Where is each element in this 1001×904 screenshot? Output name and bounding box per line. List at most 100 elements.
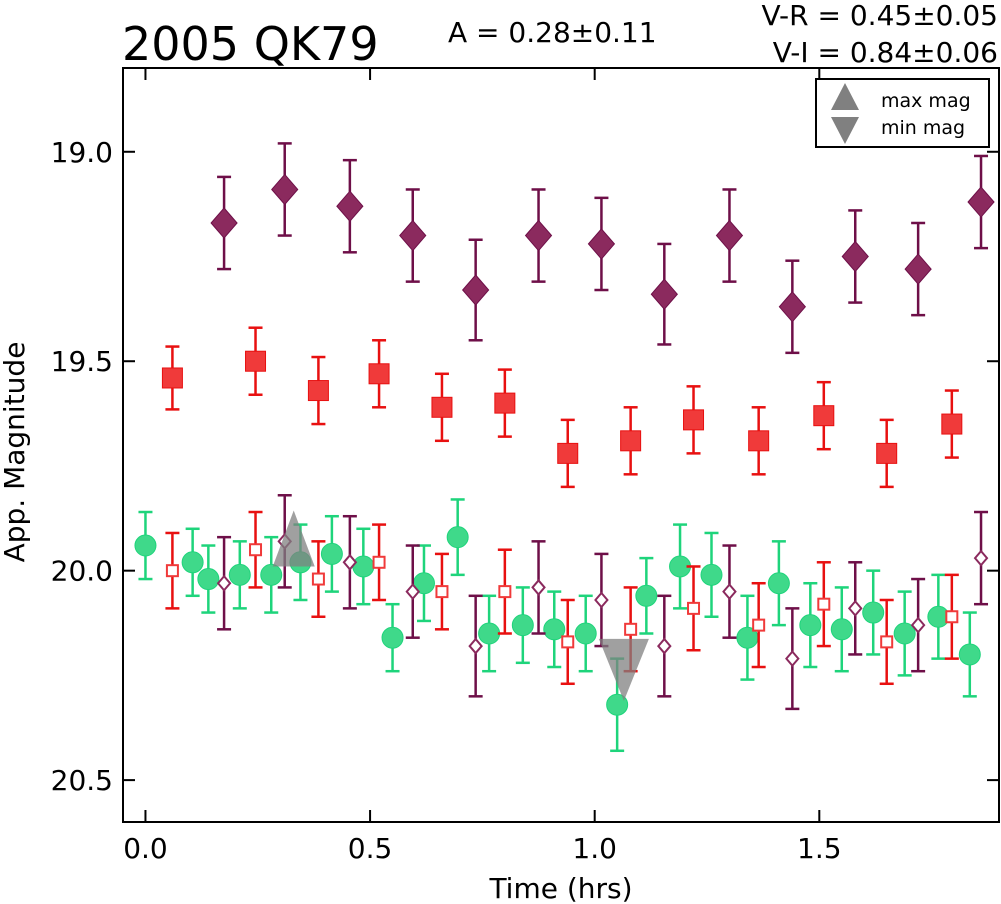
circle-marker bbox=[574, 622, 597, 645]
open-diamond-marker bbox=[973, 549, 989, 567]
square-marker bbox=[245, 350, 267, 372]
diamond-marker bbox=[841, 240, 869, 273]
legend: max mag min mag bbox=[815, 78, 990, 148]
square-marker bbox=[620, 430, 642, 452]
circle-marker bbox=[799, 614, 822, 637]
open-square-marker bbox=[687, 601, 701, 615]
circle-marker bbox=[893, 622, 916, 645]
square-marker bbox=[557, 442, 579, 464]
open-square-marker bbox=[435, 585, 449, 599]
square-marker bbox=[813, 405, 835, 427]
x-axis-label: Time (hrs) bbox=[488, 872, 632, 904]
square-marker bbox=[494, 392, 516, 414]
circle-marker bbox=[181, 551, 204, 574]
open-square-marker bbox=[880, 635, 894, 649]
x-tick-label: 1.5 bbox=[797, 832, 842, 865]
diamond-marker bbox=[967, 186, 995, 218]
diamond-marker bbox=[650, 278, 678, 310]
diamond-marker bbox=[461, 274, 490, 306]
square-marker bbox=[368, 363, 390, 385]
circle-marker bbox=[478, 622, 501, 645]
open-diamond-marker bbox=[342, 553, 358, 571]
open-diamond-marker bbox=[405, 583, 421, 601]
square-marker bbox=[941, 413, 963, 435]
open-diamond-marker bbox=[657, 637, 672, 655]
open-square-marker bbox=[165, 564, 179, 578]
diamond-marker bbox=[210, 207, 238, 239]
circle-marker bbox=[511, 614, 534, 637]
circle-marker bbox=[260, 563, 283, 586]
circle-marker bbox=[228, 563, 251, 586]
square-marker bbox=[431, 396, 453, 418]
plot-frame bbox=[122, 67, 1000, 823]
circle-marker bbox=[446, 526, 469, 549]
open-square-marker bbox=[249, 543, 263, 557]
chart-title: 2005 QK79 bbox=[122, 17, 379, 71]
open-square-marker bbox=[945, 610, 959, 624]
open-square-marker bbox=[752, 618, 766, 632]
circle-marker bbox=[862, 601, 885, 624]
diamond-marker bbox=[904, 253, 932, 285]
diamond-marker bbox=[399, 219, 427, 252]
open-diamond-marker bbox=[468, 637, 483, 655]
circle-marker bbox=[606, 693, 629, 716]
circle-marker bbox=[700, 563, 723, 586]
open-square-marker bbox=[372, 555, 386, 569]
open-square-marker bbox=[311, 572, 325, 586]
open-square-marker bbox=[817, 597, 831, 611]
series-diamond-open bbox=[216, 494, 989, 711]
max-mag-triangle bbox=[272, 510, 315, 567]
open-diamond-marker bbox=[722, 583, 737, 601]
circle-marker bbox=[543, 618, 566, 641]
series-square-open bbox=[165, 510, 959, 686]
square-marker bbox=[683, 409, 705, 431]
axis-ticks: 0.0 0.5 1.0 1.5 19.0 19.5 20.0 20.5 bbox=[51, 68, 999, 865]
square-marker bbox=[307, 380, 329, 402]
circle-marker bbox=[134, 534, 157, 557]
series-circle bbox=[134, 498, 981, 753]
x-tick-label: 1.0 bbox=[572, 832, 617, 865]
open-diamond-marker bbox=[531, 578, 546, 596]
legend-max-mag-icon bbox=[831, 83, 859, 110]
circle-marker bbox=[381, 626, 404, 649]
open-diamond-marker bbox=[216, 574, 232, 592]
legend-label: max mag bbox=[881, 90, 971, 112]
series-diamond bbox=[210, 142, 995, 355]
circle-marker bbox=[830, 618, 853, 641]
circle-marker bbox=[635, 584, 658, 607]
open-diamond-marker bbox=[594, 591, 609, 609]
legend-min-mag-icon bbox=[831, 117, 859, 144]
y-axis-label: App. Magnitude bbox=[0, 342, 31, 563]
diamond-marker bbox=[715, 219, 744, 252]
circle-marker bbox=[197, 568, 220, 591]
open-square-marker bbox=[498, 585, 512, 599]
open-diamond-marker bbox=[910, 616, 926, 634]
open-diamond-marker bbox=[785, 650, 800, 668]
open-square-marker bbox=[561, 635, 575, 649]
open-diamond-marker bbox=[847, 599, 863, 617]
y-tick-label: 19.5 bbox=[51, 345, 113, 378]
open-square-marker bbox=[624, 622, 638, 636]
x-tick-label: 0.5 bbox=[348, 832, 393, 865]
amplitude-annotation: A = 0.28±0.11 bbox=[448, 16, 657, 49]
y-tick-label: 20.5 bbox=[51, 764, 113, 797]
diamond-marker bbox=[524, 219, 553, 252]
series-square bbox=[161, 326, 963, 489]
y-tick-label: 19.0 bbox=[51, 136, 113, 169]
diamond-marker bbox=[587, 228, 616, 260]
plot-layer bbox=[134, 142, 995, 753]
square-marker bbox=[161, 367, 183, 389]
legend-entries: max mag min mag bbox=[831, 83, 971, 144]
vi-color-annotation: V-I = 0.84±0.06 bbox=[773, 36, 998, 69]
legend-label: min mag bbox=[881, 117, 965, 139]
y-tick-label: 20.0 bbox=[51, 555, 113, 588]
vr-color-annotation: V-R = 0.45±0.05 bbox=[762, 0, 998, 32]
square-marker bbox=[876, 442, 898, 464]
circle-marker bbox=[958, 643, 981, 666]
diamond-marker bbox=[271, 173, 299, 206]
diamond-marker bbox=[336, 190, 364, 222]
min-mag-triangle bbox=[598, 638, 649, 701]
circle-marker bbox=[320, 542, 343, 565]
